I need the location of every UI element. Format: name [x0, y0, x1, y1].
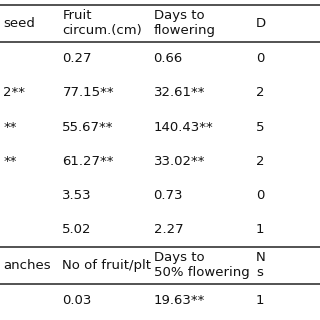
Text: 3.53: 3.53	[62, 189, 92, 202]
Text: 1: 1	[256, 223, 265, 236]
Text: Days to
50% flowering: Days to 50% flowering	[154, 252, 249, 279]
Text: 2: 2	[256, 86, 265, 100]
Text: 0.73: 0.73	[154, 189, 183, 202]
Text: seed: seed	[3, 17, 35, 30]
Text: 55.67**: 55.67**	[62, 121, 114, 134]
Text: 32.61**: 32.61**	[154, 86, 205, 100]
Text: 2**: 2**	[3, 86, 25, 100]
Text: 2: 2	[256, 155, 265, 168]
Text: **: **	[3, 121, 17, 134]
Text: 5.02: 5.02	[62, 223, 92, 236]
Text: No of fruit/plt: No of fruit/plt	[62, 259, 151, 272]
Text: 0: 0	[256, 189, 264, 202]
Text: **: **	[3, 155, 17, 168]
Text: 1: 1	[256, 294, 265, 308]
Text: 77.15**: 77.15**	[62, 86, 114, 100]
Text: 140.43**: 140.43**	[154, 121, 213, 134]
Text: 0: 0	[256, 52, 264, 65]
Text: 0.03: 0.03	[62, 294, 92, 308]
Text: 33.02**: 33.02**	[154, 155, 205, 168]
Text: 0.66: 0.66	[154, 52, 183, 65]
Text: 5: 5	[256, 121, 265, 134]
Text: Days to
flowering: Days to flowering	[154, 9, 216, 37]
Text: 61.27**: 61.27**	[62, 155, 114, 168]
Text: D: D	[256, 17, 266, 30]
Text: 19.63**: 19.63**	[154, 294, 205, 308]
Text: 0.27: 0.27	[62, 52, 92, 65]
Text: Fruit
circum.(cm): Fruit circum.(cm)	[62, 9, 142, 37]
Text: 2.27: 2.27	[154, 223, 183, 236]
Text: N
s: N s	[256, 252, 266, 279]
Text: anches: anches	[3, 259, 51, 272]
